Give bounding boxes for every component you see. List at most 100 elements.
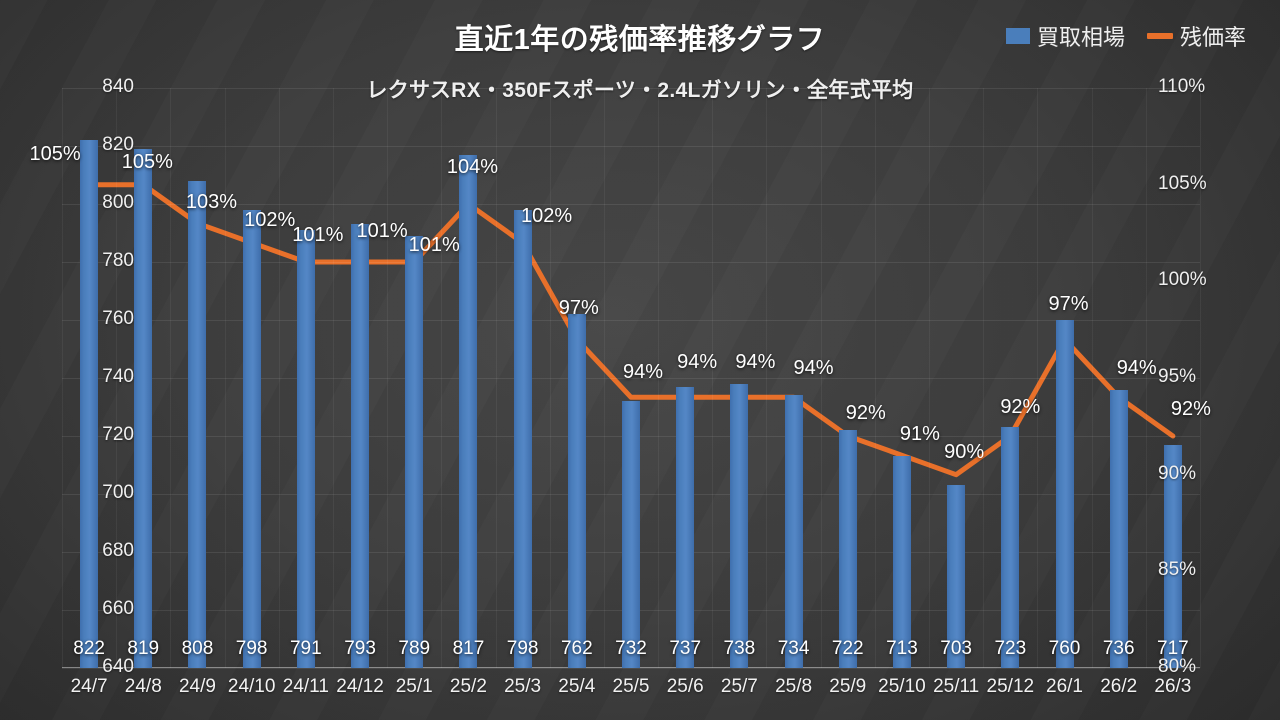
- gridline-vertical: [333, 88, 334, 668]
- y-axis-right-tick: 90%: [1158, 462, 1197, 484]
- line-value-label: 101%: [292, 224, 344, 246]
- x-axis-tick: 24/10: [227, 676, 276, 697]
- bar[interactable]: [459, 154, 478, 668]
- y-axis-left-tick: 820: [102, 134, 134, 155]
- y-axis-left-tick: 680: [102, 540, 134, 561]
- x-axis-tick: 25/8: [775, 676, 813, 697]
- gridline-vertical: [1092, 88, 1093, 668]
- bar[interactable]: [1109, 389, 1128, 668]
- x-axis-tick: 25/11: [933, 676, 980, 697]
- x-axis-tick: 25/7: [720, 676, 758, 697]
- bar[interactable]: [676, 386, 695, 668]
- gridline-horizontal: [62, 146, 1200, 147]
- bar[interactable]: [513, 209, 532, 668]
- gridline-vertical: [983, 88, 984, 668]
- x-axis-tick: 25/6: [666, 676, 704, 697]
- y-axis-left-tick: 640: [102, 656, 134, 677]
- gridline-vertical: [875, 88, 876, 668]
- gridline-vertical: [658, 88, 659, 668]
- gridline-horizontal: [62, 262, 1200, 263]
- gridline-vertical: [712, 88, 713, 668]
- x-axis-tick: 25/2: [449, 676, 487, 697]
- gridline-vertical: [279, 88, 280, 668]
- bar[interactable]: [730, 383, 749, 668]
- y-axis-right-tick: 85%: [1158, 559, 1197, 581]
- bar[interactable]: [296, 230, 315, 668]
- gridline-vertical: [496, 88, 497, 668]
- bar[interactable]: [784, 395, 803, 668]
- y-axis-right-tick: 110%: [1158, 76, 1206, 97]
- line-value-label: 92%: [845, 402, 886, 424]
- legend-item-line[interactable]: 残価率: [1146, 20, 1246, 52]
- x-axis-tick: 26/2: [1100, 676, 1138, 697]
- plot-area: 822 819 808 798 791 793 789 817 798 762 732 737 738 7…: [30, 88, 1211, 669]
- y-axis-left-tick: 800: [102, 192, 134, 213]
- bar[interactable]: [188, 180, 207, 668]
- bar[interactable]: [1163, 444, 1182, 668]
- y-axis-right-tick: 95%: [1158, 366, 1197, 387]
- legend-label-bar: 買取相場: [1036, 25, 1125, 50]
- bar[interactable]: [622, 401, 640, 668]
- y-axis-left-tick: 780: [102, 250, 134, 271]
- y-axis-left-tick: 660: [102, 598, 134, 619]
- gridline-horizontal: [62, 88, 1200, 89]
- bar[interactable]: [567, 314, 586, 668]
- gridline-vertical: [170, 88, 171, 668]
- gridline-horizontal: [62, 668, 1200, 669]
- x-axis-tick: 26/1: [1046, 676, 1083, 697]
- line-value-label: 94%: [793, 357, 834, 380]
- x-axis-tick: 25/12: [986, 676, 1035, 697]
- line-value-label: 97%: [1048, 293, 1089, 316]
- bar[interactable]: [1055, 320, 1074, 668]
- gridline-vertical: [821, 88, 822, 668]
- chart-title: 直近1年の残価率推移グラフ: [454, 24, 826, 56]
- line-value-label: 94%: [735, 351, 776, 374]
- x-axis-tick: 24/8: [124, 676, 162, 697]
- y-axis-right-tick: 105%: [1158, 172, 1207, 194]
- gridline-vertical: [1146, 88, 1147, 668]
- bar[interactable]: [1001, 427, 1020, 668]
- gridline-horizontal: [62, 204, 1200, 205]
- y-axis-left-tick: 720: [102, 424, 134, 445]
- x-axis-tick: 25/1: [395, 676, 433, 697]
- x-axis-tick: 24/9: [178, 676, 216, 697]
- bar[interactable]: [242, 209, 261, 668]
- legend-item-bar[interactable]: 買取相場: [1005, 20, 1125, 52]
- bar[interactable]: [947, 485, 966, 668]
- y-axis-right-tick: 100%: [1158, 269, 1207, 291]
- chart-subtitle: レクサスRX・350Fスポーツ・2.4Lガソリン・全年式平均: [366, 79, 914, 102]
- line-value-label: 94%: [622, 361, 664, 384]
- legend-bar-swatch-icon: [1005, 28, 1030, 44]
- x-axis-tick: 26/3: [1154, 676, 1192, 697]
- bar[interactable]: [80, 140, 99, 668]
- y-axis-left-tick: 840: [102, 76, 134, 97]
- line-value-label: 92%: [1170, 398, 1211, 420]
- line-value-label: 92%: [1000, 396, 1041, 418]
- x-axis-tick: 25/5: [612, 676, 650, 697]
- gridline-vertical: [62, 88, 63, 668]
- bar[interactable]: [134, 148, 153, 668]
- chart-legend: 買取相場 残価率: [1005, 20, 1246, 52]
- x-axis-tick: 25/10: [878, 676, 926, 697]
- gridline-vertical: [441, 88, 442, 668]
- gridline-vertical: [1037, 88, 1038, 668]
- gridline-vertical: [225, 88, 226, 668]
- bar[interactable]: [838, 430, 857, 668]
- bar[interactable]: [405, 235, 424, 668]
- y-axis-left-tick: 700: [102, 482, 134, 503]
- line-value-label: 94%: [677, 351, 718, 374]
- gridline-vertical: [929, 88, 930, 668]
- line-value-label: 90%: [944, 440, 985, 463]
- y-axis-left-tick: 760: [102, 308, 134, 329]
- bar[interactable]: [351, 224, 370, 668]
- y-axis-left-tick: 740: [102, 366, 134, 387]
- x-axis-tick: 25/9: [829, 676, 867, 697]
- x-axis-tick: 25/3: [504, 676, 542, 697]
- bar[interactable]: [892, 456, 911, 668]
- gridline-horizontal: [62, 378, 1200, 379]
- gridline-vertical: [550, 88, 551, 668]
- x-axis-tick: 24/7: [70, 676, 108, 697]
- x-axis-tick: 24/11: [282, 676, 329, 697]
- gridline-horizontal: [62, 320, 1200, 321]
